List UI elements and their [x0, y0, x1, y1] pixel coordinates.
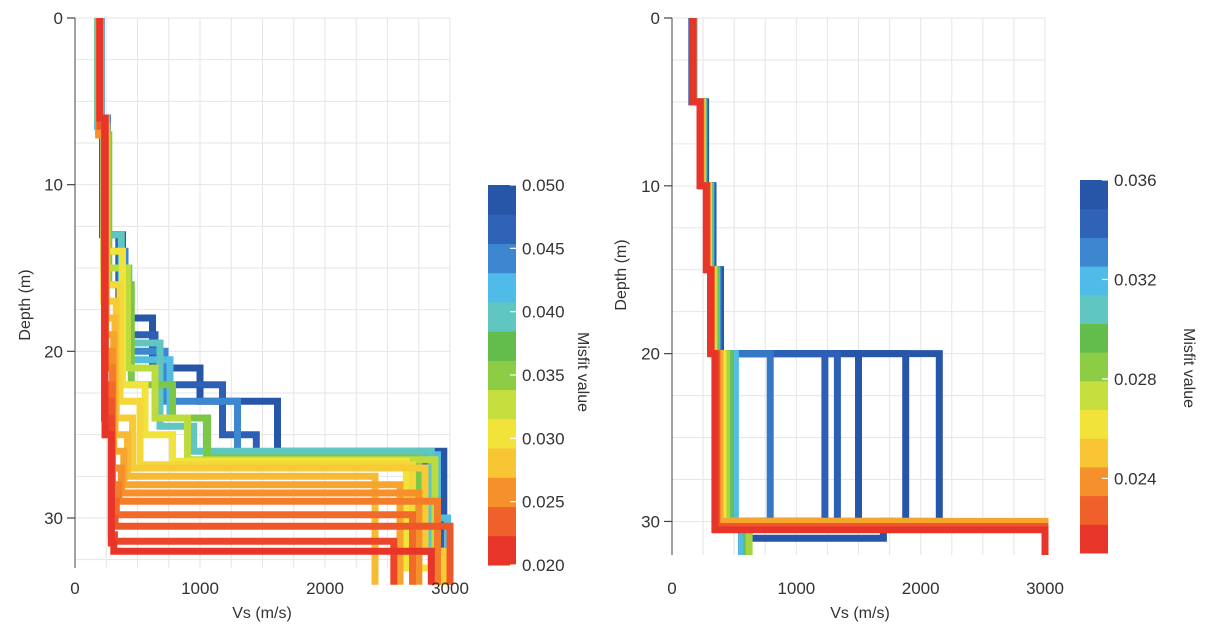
y-tick-label: 20 — [641, 345, 660, 364]
left-y-axis-label: Depth (m) — [17, 269, 34, 340]
y-tick-label: 30 — [44, 509, 63, 528]
colorbar-segment — [488, 214, 516, 244]
colorbar-segment — [1080, 466, 1108, 497]
colorbar-segment — [1080, 352, 1108, 382]
colorbar-tick-label: 0.045 — [522, 239, 565, 258]
velocity-profile — [96, 18, 435, 585]
colorbar-tick-label: 0.025 — [522, 493, 565, 512]
velocity-profile — [689, 18, 1049, 555]
left-axes: 0 10 20 30 0 1000 2000 3000 — [44, 9, 469, 598]
colorbar-segment — [488, 506, 516, 537]
colorbar-segment — [1080, 409, 1108, 439]
x-tick-label: 2000 — [902, 579, 940, 598]
colorbar-segment — [1080, 323, 1108, 353]
colorbar-tick-label: 0.020 — [522, 556, 565, 575]
velocity-profile — [689, 18, 1049, 555]
y-tick-label: 20 — [44, 342, 63, 361]
x-tick-label: 3000 — [431, 579, 469, 598]
colorbar-segment — [488, 389, 516, 420]
x-tick-label: 1000 — [181, 579, 219, 598]
y-tick-label: 30 — [641, 512, 660, 531]
left-x-axis-label: Vs (m/s) — [232, 605, 292, 622]
right-axes: 0 10 20 30 0 1000 2000 3000 — [641, 9, 1064, 598]
left-profiles — [94, 18, 454, 585]
right-x-axis-label: Vs (m/s) — [830, 605, 890, 622]
colorbar-tick-label: 0.030 — [522, 429, 565, 448]
colorbar-tick-label: 0.024 — [1114, 469, 1157, 488]
colorbar-segment — [1080, 180, 1108, 210]
colorbar-segment — [488, 301, 516, 332]
colorbar-segment — [1080, 294, 1108, 324]
right-profiles — [688, 18, 1049, 555]
x-tick-label: 3000 — [1026, 579, 1064, 598]
colorbar-segment — [1080, 266, 1108, 296]
colorbar-segment — [1080, 237, 1108, 267]
left-colorbar: 0.020 0.025 0.030 0.035 0.040 0.045 0.050 — [488, 176, 565, 575]
colorbar-segment — [1080, 495, 1108, 525]
right-colorbar: 0.024 0.028 0.032 0.036 — [1080, 171, 1157, 554]
colorbar-segment — [1080, 438, 1108, 468]
colorbar-segment — [488, 477, 516, 508]
colorbar-segment — [488, 418, 516, 449]
colorbar-tick-label: 0.032 — [1114, 270, 1157, 289]
colorbar-tick-label: 0.040 — [522, 303, 565, 322]
x-tick-label: 0 — [70, 579, 79, 598]
y-tick-label: 0 — [54, 9, 63, 28]
x-tick-label: 0 — [667, 579, 676, 598]
right-y-axis-label: Depth (m) — [613, 239, 630, 310]
x-tick-label: 1000 — [777, 579, 815, 598]
colorbar-tick-label: 0.036 — [1114, 171, 1157, 190]
colorbar-segment — [1080, 208, 1108, 238]
colorbar-segment — [1080, 380, 1108, 411]
y-tick-label: 0 — [651, 9, 660, 28]
y-tick-label: 10 — [641, 177, 660, 196]
velocity-profile — [96, 18, 441, 585]
colorbar-segment — [488, 185, 516, 215]
colorbar-segment — [488, 331, 516, 361]
colorbar-tick-label: 0.035 — [522, 366, 565, 385]
velocity-profile — [689, 18, 1049, 555]
colorbar-segment — [488, 535, 516, 566]
colorbar-segment — [488, 272, 516, 303]
right-colorbar-label: Misfit value — [1180, 328, 1197, 408]
colorbar-segment — [488, 448, 516, 478]
colorbar-tick-label: 0.028 — [1114, 370, 1157, 389]
x-tick-label: 2000 — [306, 579, 344, 598]
y-tick-label: 10 — [44, 176, 63, 195]
colorbar-segment — [1080, 524, 1108, 554]
colorbar-tick-label: 0.050 — [522, 176, 565, 195]
left-colorbar-label: Misfit value — [574, 332, 591, 412]
velocity-profile — [689, 18, 1049, 555]
